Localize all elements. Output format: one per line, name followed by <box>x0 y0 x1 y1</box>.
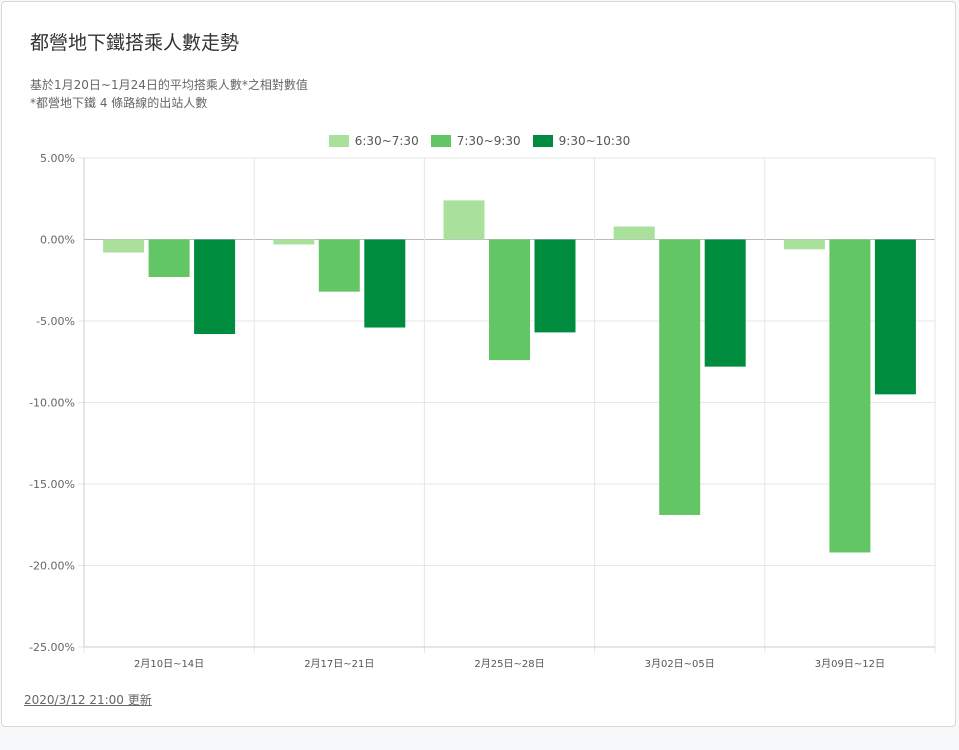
bar-0-3[interactable] <box>613 226 655 240</box>
legend-item-1[interactable]: 7:30~9:30 <box>430 134 521 148</box>
legend-swatch-1 <box>430 135 451 147</box>
legend-label-0: 6:30~7:30 <box>354 134 419 148</box>
bar-1-2[interactable] <box>489 239 530 361</box>
bar-1-0[interactable] <box>148 239 190 277</box>
bar-chart: 5.00% 0.00% -5.00% -10.00% -15.00% -20.00% -25… <box>29 152 936 670</box>
bar-1-4[interactable] <box>829 239 871 553</box>
update-timestamp-link[interactable]: 2020/3/12 21:00 更新 <box>24 693 152 707</box>
y-tick-label: -25.00% <box>29 641 75 654</box>
bar-0-4[interactable] <box>783 239 825 250</box>
bar-2-0[interactable] <box>194 239 236 335</box>
chart-card: 都營地下鐵搭乘人數走勢 基於1月20日~1月24日的平均搭乘人數*之相對數值 *… <box>1 1 956 727</box>
legend-swatch-0 <box>328 135 349 147</box>
chart-footnote: *都營地下鐵 4 條路線的出站人數 <box>30 96 208 110</box>
legend-label-1: 7:30~9:30 <box>456 134 521 148</box>
bar-2-4[interactable] <box>874 239 916 395</box>
chart-legend: 6:30~7:30 7:30~9:30 9:30~10:30 <box>2 134 957 148</box>
x-tick-label: 2月25日~28日 <box>474 658 544 670</box>
y-tick-label: -10.00% <box>29 397 75 410</box>
bar-0-1[interactable] <box>273 239 315 245</box>
legend-item-0[interactable]: 6:30~7:30 <box>328 134 419 148</box>
chart-subtitle: 基於1月20日~1月24日的平均搭乘人數*之相對數值 <box>30 78 308 92</box>
y-tick-label: 0.00% <box>40 234 75 247</box>
y-tick-label: -5.00% <box>36 315 75 328</box>
legend-item-2[interactable]: 9:30~10:30 <box>532 134 631 148</box>
bar-0-0[interactable] <box>103 239 145 253</box>
legend-swatch-2 <box>532 135 553 147</box>
bar-1-3[interactable] <box>659 239 701 515</box>
x-tick-label: 3月02日~05日 <box>645 658 715 670</box>
bar-2-3[interactable] <box>704 239 746 367</box>
x-tick-label: 3月09日~12日 <box>815 658 885 670</box>
bar-0-2[interactable] <box>443 200 485 240</box>
legend-label-2: 9:30~10:30 <box>558 134 631 148</box>
x-tick-label: 2月17日~21日 <box>304 658 374 670</box>
y-tick-label: -15.00% <box>29 478 75 491</box>
bar-1-1[interactable] <box>318 239 360 292</box>
bar-2-2[interactable] <box>534 239 576 333</box>
y-tick-label: -20.00% <box>29 560 75 573</box>
bar-2-1[interactable] <box>364 239 406 328</box>
chart-title: 都營地下鐵搭乘人數走勢 <box>30 32 240 54</box>
x-tick-label: 2月10日~14日 <box>134 658 204 670</box>
y-tick-label: 5.00% <box>40 152 75 165</box>
